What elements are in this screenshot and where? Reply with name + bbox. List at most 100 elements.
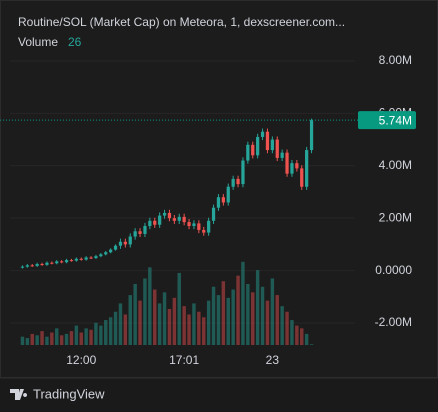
candle-body <box>104 252 108 255</box>
candle-body <box>128 236 132 245</box>
volume-value: 26 <box>68 35 82 49</box>
candle-body <box>221 197 225 203</box>
volume-bar <box>79 332 83 345</box>
candle-body <box>216 197 221 208</box>
candle-body <box>113 245 118 250</box>
volume-bar <box>55 328 59 345</box>
volume-bar <box>143 278 147 345</box>
candle-body <box>280 152 284 158</box>
volume-bar <box>265 300 270 345</box>
volume-bar <box>40 331 44 345</box>
candle-body <box>45 262 49 265</box>
candle-body <box>99 254 103 257</box>
volume-bar <box>113 311 118 345</box>
brand-name: TradingView <box>33 386 105 401</box>
candle-body <box>231 178 235 187</box>
volume-bar <box>59 335 64 345</box>
volume-bar <box>84 328 88 345</box>
volume-bar <box>45 336 49 345</box>
candle-body <box>60 261 64 263</box>
candle-body <box>153 220 157 225</box>
volume-bar <box>295 325 299 345</box>
candle-body <box>64 260 69 263</box>
volume-bar <box>241 261 245 345</box>
candle-body <box>158 215 162 225</box>
volume-bar <box>177 272 181 345</box>
volume-bar <box>182 306 186 345</box>
candle-body <box>20 266 25 268</box>
volume-bar <box>260 286 265 345</box>
volume-bar <box>89 329 93 345</box>
volume-bar <box>108 317 113 345</box>
volume-bar <box>251 292 255 345</box>
volume-bar <box>167 308 172 345</box>
candle-body <box>305 150 309 187</box>
candle-body <box>251 144 255 156</box>
candle-body <box>246 144 250 161</box>
candle-body <box>187 222 191 227</box>
volume-bar <box>197 311 201 345</box>
volume-bar <box>162 292 167 345</box>
volume-bar <box>64 333 69 345</box>
candle-body <box>74 258 78 261</box>
candle-body <box>89 257 93 259</box>
chart-panel <box>0 0 438 378</box>
candle-body <box>172 218 176 221</box>
volume-bar <box>187 314 191 345</box>
candle-body <box>192 223 196 227</box>
volume-bar <box>192 303 196 345</box>
candle-body <box>143 226 147 234</box>
candle-body <box>35 264 39 266</box>
candle-body <box>167 212 172 219</box>
candle-body <box>118 241 123 246</box>
volume-bar <box>133 284 137 345</box>
y-tick-label: 8.00M <box>379 53 412 67</box>
volume-bar <box>304 333 309 345</box>
candle-body <box>236 178 240 185</box>
candle-body <box>197 223 201 230</box>
volume-bar <box>118 303 123 345</box>
y-tick-label: -2.00M <box>375 315 412 329</box>
candle-body <box>133 231 137 237</box>
volume-bar <box>157 303 162 345</box>
volume-bar <box>309 344 314 345</box>
volume-legend: Volume <box>18 35 58 49</box>
candle-body <box>30 265 34 267</box>
volume-bar <box>211 286 216 345</box>
volume-bar <box>236 275 240 345</box>
candle-body <box>123 241 127 245</box>
volume-bar <box>226 297 230 345</box>
candle-body <box>256 136 260 156</box>
candle-body <box>285 152 289 174</box>
candle-body <box>138 231 142 234</box>
last-price-label: 5.74M <box>379 113 412 127</box>
candle-body <box>69 260 74 262</box>
candle-body <box>202 229 206 233</box>
volume-bar <box>255 270 260 345</box>
x-tick-label: 23 <box>266 353 280 367</box>
candle-body <box>148 220 152 227</box>
candle-body <box>177 216 181 221</box>
candle-body <box>275 139 279 158</box>
candle-body <box>109 249 113 253</box>
volume-bar <box>35 335 39 345</box>
candle-body <box>226 186 230 203</box>
x-tick-label: 12:00 <box>66 353 96 367</box>
candle-body <box>94 256 98 259</box>
y-tick-label: 4.00M <box>379 158 412 172</box>
logo-icon <box>10 389 28 400</box>
candle-body <box>270 139 274 151</box>
volume-bar <box>246 284 250 345</box>
volume-bar <box>148 267 152 345</box>
volume-bar <box>104 320 108 345</box>
volume-bar <box>290 320 294 345</box>
volume-bar <box>172 297 177 345</box>
volume-bar <box>128 295 132 345</box>
candle-body <box>84 257 88 260</box>
candle-body <box>241 160 245 185</box>
volume-bar <box>280 306 284 345</box>
volume-bar <box>123 314 128 345</box>
volume-bar <box>50 332 54 345</box>
volume-bar <box>99 325 103 345</box>
candle-body <box>50 262 54 264</box>
